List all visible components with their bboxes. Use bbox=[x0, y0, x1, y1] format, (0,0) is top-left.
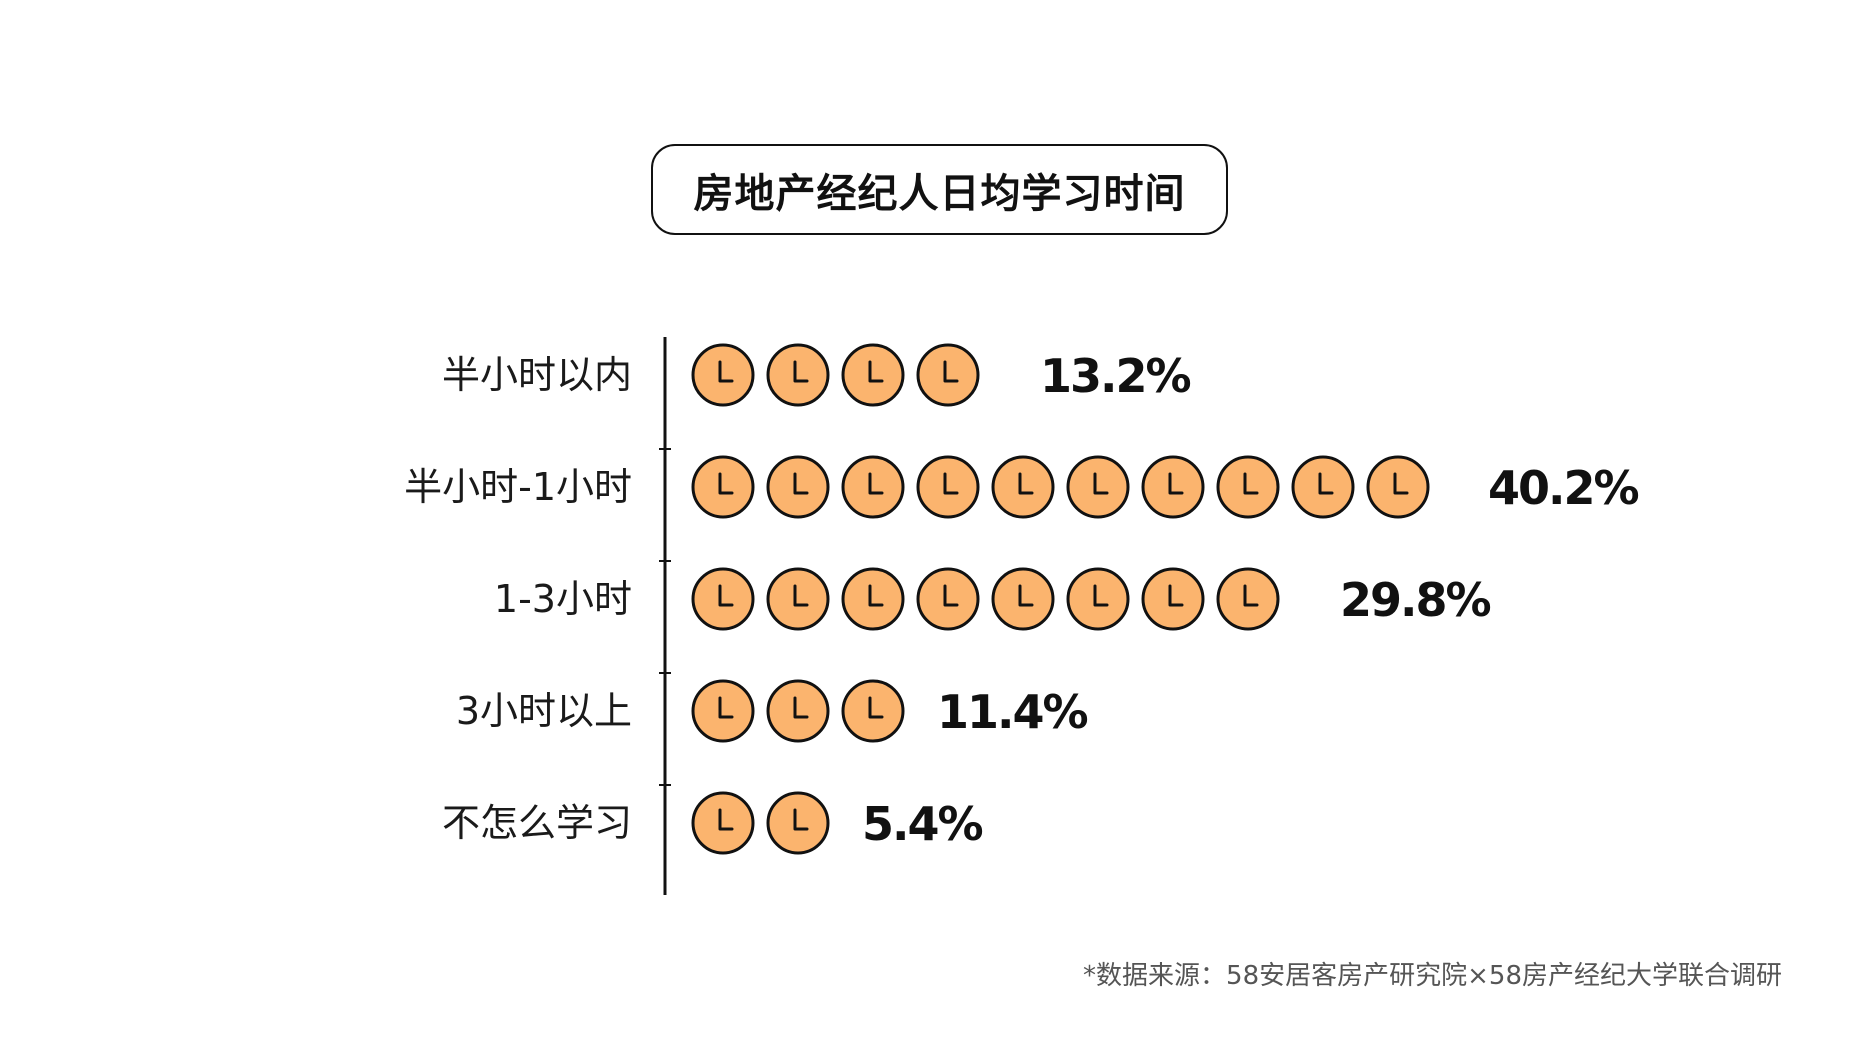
clock-icon bbox=[766, 791, 830, 855]
clock-icon bbox=[916, 343, 980, 407]
clock-icon bbox=[991, 455, 1055, 519]
clock-icon bbox=[691, 791, 755, 855]
clock-icon bbox=[1141, 567, 1205, 631]
clock-icon bbox=[691, 343, 755, 407]
clock-icon bbox=[1141, 455, 1205, 519]
clock-icon bbox=[916, 455, 980, 519]
clock-icon bbox=[991, 567, 1055, 631]
chart-title-box: 房地产经纪人日均学习时间 bbox=[651, 144, 1228, 235]
value-label: 5.4% bbox=[862, 797, 982, 851]
category-label: 1-3小时 bbox=[494, 577, 632, 621]
clock-icon bbox=[841, 567, 905, 631]
category-label: 半小时以内 bbox=[442, 353, 632, 397]
category-label: 3小时以上 bbox=[456, 689, 632, 733]
clock-icon bbox=[766, 343, 830, 407]
clock-icon bbox=[841, 455, 905, 519]
category-label: 不怎么学习 bbox=[442, 801, 632, 845]
clock-icon bbox=[841, 343, 905, 407]
clock-icon bbox=[841, 679, 905, 743]
source-footnote: *数据来源：58安居客房产研究院×58房产经纪大学联合调研 bbox=[1083, 961, 1782, 991]
value-label: 40.2% bbox=[1488, 461, 1638, 515]
clock-icon bbox=[916, 567, 980, 631]
clock-icon bbox=[766, 567, 830, 631]
clock-icon bbox=[1291, 455, 1355, 519]
category-label: 半小时-1小时 bbox=[404, 465, 632, 509]
clock-icon bbox=[1216, 567, 1280, 631]
clock-icon bbox=[691, 679, 755, 743]
clock-icon bbox=[766, 679, 830, 743]
value-label: 29.8% bbox=[1340, 573, 1490, 627]
clock-icon bbox=[1066, 567, 1130, 631]
chart-title: 房地产经纪人日均学习时间 bbox=[693, 170, 1186, 217]
clock-icon bbox=[1366, 455, 1430, 519]
value-label: 13.2% bbox=[1040, 349, 1190, 403]
clock-icon bbox=[766, 455, 830, 519]
clock-icon bbox=[1216, 455, 1280, 519]
clock-icon bbox=[691, 567, 755, 631]
clock-icon bbox=[1066, 455, 1130, 519]
value-label: 11.4% bbox=[937, 685, 1087, 739]
clock-icon bbox=[691, 455, 755, 519]
